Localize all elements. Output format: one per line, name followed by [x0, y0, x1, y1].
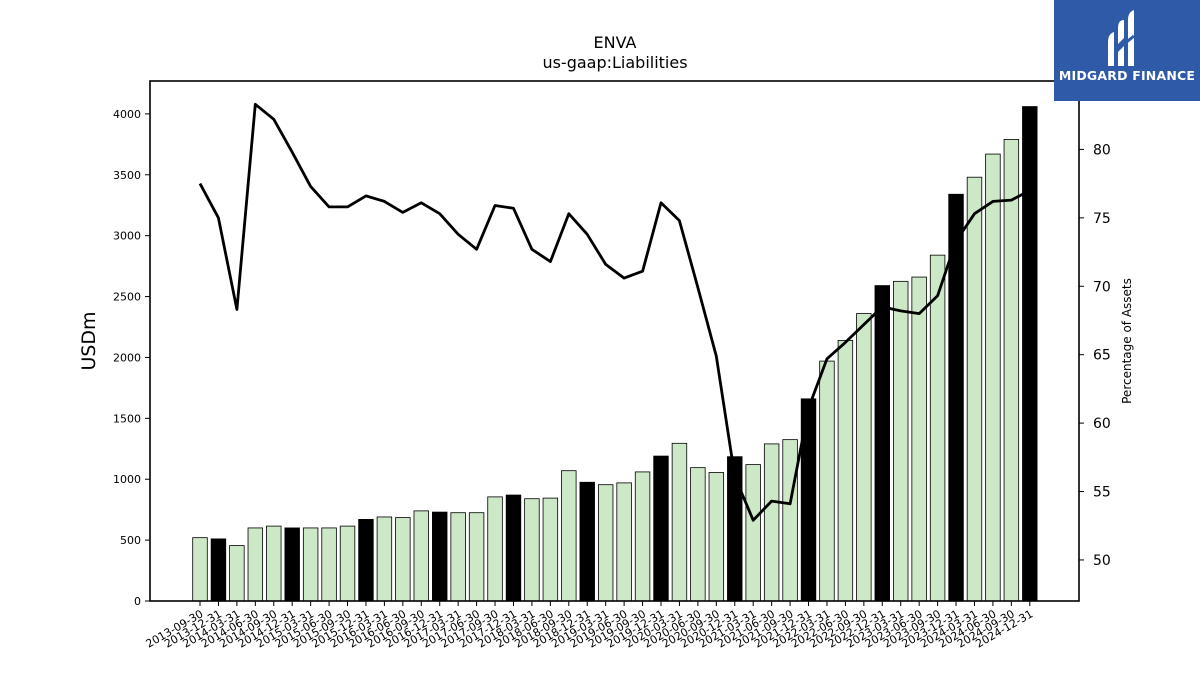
bar — [929, 254, 946, 602]
bar — [671, 442, 688, 602]
bar — [837, 339, 854, 602]
bar — [985, 153, 1001, 602]
bar — [468, 512, 485, 602]
bar — [487, 496, 503, 602]
y2-axis-label: Percentage of Assets — [1120, 278, 1134, 404]
plot-frame — [149, 80, 1080, 602]
bar — [653, 455, 669, 602]
brand-logo: MIDGARD FINANCE — [1054, 0, 1200, 101]
chart-subtitle: us-gaap:Liabilities — [542, 53, 687, 72]
y2-tick-label: 55 — [1093, 485, 1111, 501]
left-axis-ticks: 0 500 1000 1500 2000 2500 3000 3500 4000 — [113, 108, 150, 608]
y-tick-label: 2000 — [113, 351, 141, 364]
bar — [432, 511, 448, 602]
bar — [708, 472, 725, 602]
bar — [321, 527, 337, 602]
bar — [745, 464, 761, 602]
bar — [284, 527, 300, 602]
y2-tick-label: 50 — [1093, 553, 1111, 569]
bar — [763, 443, 780, 602]
y2-tick-label: 80 — [1093, 142, 1111, 158]
bars-group — [192, 106, 1038, 602]
percentage-line — [198, 102, 1031, 522]
brand-name: MIDGARD FINANCE — [1058, 68, 1196, 83]
bar — [505, 494, 522, 602]
bar — [634, 471, 651, 602]
bar — [229, 545, 245, 602]
bar — [966, 176, 983, 602]
y-tick-label: 0 — [134, 595, 141, 608]
bar — [192, 537, 208, 602]
bar — [616, 482, 632, 602]
bar — [302, 527, 319, 602]
y-tick-label: 3000 — [113, 230, 141, 243]
y-tick-label: 3500 — [113, 169, 141, 182]
bar — [247, 527, 264, 602]
bar — [561, 470, 577, 602]
y2-tick-label: 70 — [1093, 279, 1111, 295]
y-tick-label: 1500 — [113, 412, 141, 425]
bar — [339, 525, 356, 602]
bar — [376, 516, 393, 602]
bar — [524, 498, 540, 602]
bar — [395, 517, 411, 602]
bar — [819, 360, 835, 602]
y-axis-label: USDm — [78, 311, 100, 370]
bar — [266, 525, 282, 602]
y-tick-label: 4000 — [113, 108, 141, 121]
bar — [911, 276, 927, 602]
line-group — [198, 102, 1031, 522]
y2-tick-label: 65 — [1093, 348, 1111, 364]
bar — [874, 285, 890, 602]
bar — [210, 538, 227, 602]
bar — [579, 481, 595, 602]
bar — [782, 439, 798, 602]
midgard-logo-icon — [1108, 10, 1135, 66]
bar — [893, 280, 909, 602]
right-axis-ticks: 50 55 60 65 70 75 80 — [1079, 142, 1111, 569]
bar — [597, 484, 614, 602]
y2-tick-label: 75 — [1093, 211, 1111, 227]
bar — [358, 519, 374, 602]
bar — [1003, 139, 1020, 602]
x-axis-ticks: 2013-09-302013-12-312014-03-312014-06-30… — [144, 601, 1035, 651]
y2-tick-label: 60 — [1093, 416, 1111, 432]
bar — [450, 512, 466, 602]
y-tick-label: 1000 — [113, 473, 141, 486]
bar — [1022, 106, 1038, 602]
bar — [413, 510, 429, 602]
y-tick-label: 500 — [120, 534, 141, 547]
bar — [690, 467, 706, 602]
bar — [542, 497, 559, 602]
chart-title: ENVA — [594, 33, 637, 52]
bar — [856, 313, 872, 602]
y-tick-label: 2500 — [113, 291, 141, 304]
